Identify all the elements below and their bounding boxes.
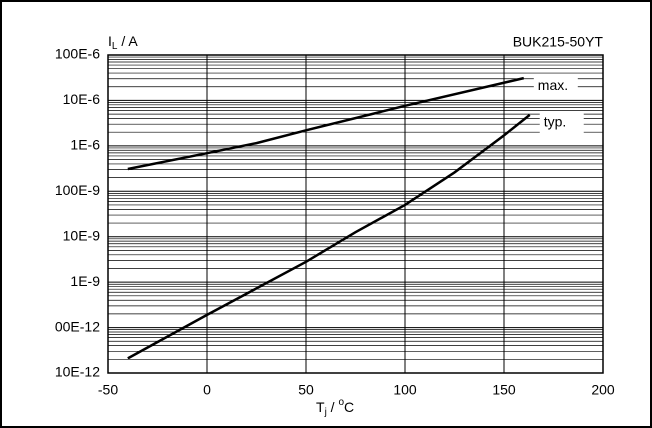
x-tick-label: 100: [393, 382, 417, 398]
x-tick-label: 200: [591, 382, 615, 398]
series-line: [127, 113, 531, 360]
y-tick-label: 10E-6: [63, 91, 101, 107]
y-tick-label: 1E-6: [70, 137, 100, 153]
y-tick-label: 1E-9: [70, 273, 100, 289]
x-tick-label: 0: [203, 382, 211, 398]
label-bg: [533, 76, 578, 97]
series-label: max.: [538, 77, 568, 93]
y-axis-label: IL / A: [108, 33, 138, 52]
series-line: [127, 76, 525, 171]
part-number: BUK215-50YT: [513, 34, 604, 50]
series-label: typ.: [544, 114, 567, 130]
y-tick-label: 00E-12: [55, 318, 100, 334]
y-tick-label: 10E-12: [55, 364, 100, 380]
y-tick-label: 10E-9: [63, 227, 101, 243]
label-bg: [539, 112, 584, 133]
x-tick-label: 150: [492, 382, 516, 398]
x-tick-label: 50: [298, 382, 314, 398]
plot-border: [107, 54, 604, 374]
x-tick-label: -50: [98, 382, 118, 398]
y-tick-label: 100E-9: [55, 182, 100, 198]
x-axis-label: Tj / oC: [316, 397, 354, 418]
y-tick-label: 100E-6: [55, 46, 100, 62]
